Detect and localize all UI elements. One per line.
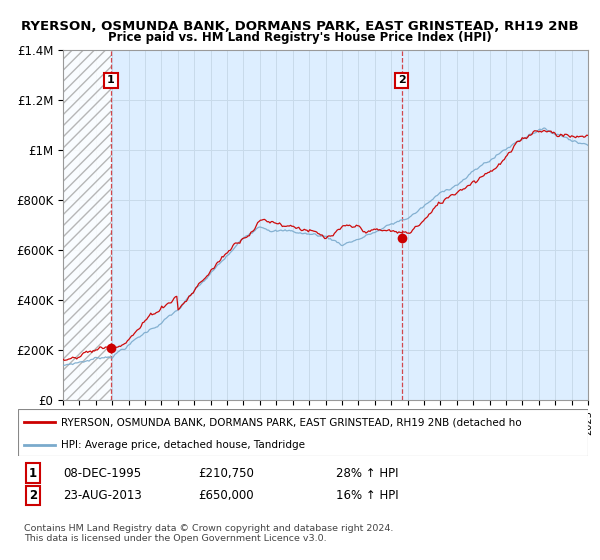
Text: 2: 2 [398,76,406,85]
Text: RYERSON, OSMUNDA BANK, DORMANS PARK, EAST GRINSTEAD, RH19 2NB (detached ho: RYERSON, OSMUNDA BANK, DORMANS PARK, EAS… [61,417,521,427]
Text: 08-DEC-1995: 08-DEC-1995 [63,466,141,480]
Text: 1: 1 [107,76,115,85]
Text: Price paid vs. HM Land Registry's House Price Index (HPI): Price paid vs. HM Land Registry's House … [108,31,492,44]
Text: 1: 1 [29,466,37,480]
Text: £210,750: £210,750 [198,466,254,480]
Bar [63,25,111,400]
Text: 16% ↑ HPI: 16% ↑ HPI [336,489,398,502]
FancyBboxPatch shape [18,409,588,456]
Text: RYERSON, OSMUNDA BANK, DORMANS PARK, EAST GRINSTEAD, RH19 2NB: RYERSON, OSMUNDA BANK, DORMANS PARK, EAS… [21,20,579,32]
Text: Contains HM Land Registry data © Crown copyright and database right 2024.
This d: Contains HM Land Registry data © Crown c… [24,524,394,543]
Text: £650,000: £650,000 [198,489,254,502]
Text: 23-AUG-2013: 23-AUG-2013 [63,489,142,502]
Text: 28% ↑ HPI: 28% ↑ HPI [336,466,398,480]
Text: 2: 2 [29,489,37,502]
Text: HPI: Average price, detached house, Tandridge: HPI: Average price, detached house, Tand… [61,440,305,450]
